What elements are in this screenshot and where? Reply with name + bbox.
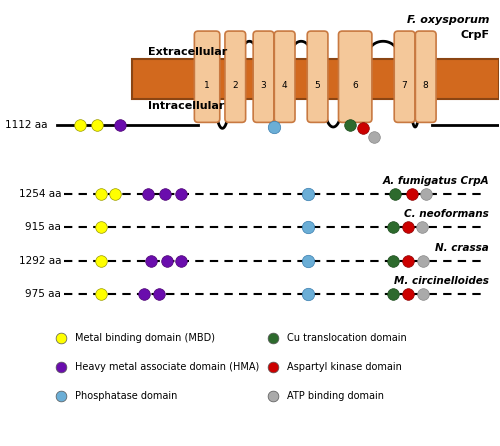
Point: [163, 257, 171, 264]
Text: N. crassa: N. crassa: [436, 243, 489, 253]
Text: Cu translocation domain: Cu translocation domain: [287, 333, 407, 343]
Point: [116, 122, 124, 129]
Point: [389, 257, 397, 264]
Point: [177, 190, 185, 198]
Text: A. fumigatus CrpA: A. fumigatus CrpA: [382, 176, 489, 186]
Text: 915 aa: 915 aa: [26, 223, 62, 232]
FancyBboxPatch shape: [194, 31, 220, 122]
Point: [161, 190, 169, 198]
Point: [112, 190, 120, 198]
Text: 5: 5: [314, 81, 320, 90]
Point: [404, 224, 412, 231]
Text: ATP binding domain: ATP binding domain: [287, 391, 384, 401]
Text: 6: 6: [352, 81, 358, 90]
Point: [269, 392, 277, 400]
Point: [420, 290, 428, 297]
Point: [76, 122, 84, 129]
Text: 2: 2: [232, 81, 238, 90]
Point: [270, 124, 278, 131]
FancyBboxPatch shape: [307, 31, 328, 122]
Text: 1254 aa: 1254 aa: [19, 189, 61, 199]
Point: [346, 122, 354, 129]
Point: [269, 334, 277, 342]
Point: [177, 257, 185, 264]
Text: 7: 7: [402, 81, 407, 90]
Point: [58, 334, 66, 342]
Text: 8: 8: [423, 81, 428, 90]
Point: [418, 224, 426, 231]
Point: [304, 257, 312, 264]
Text: 1292 aa: 1292 aa: [19, 256, 61, 266]
Point: [58, 363, 66, 371]
Text: 975 aa: 975 aa: [26, 289, 62, 299]
FancyBboxPatch shape: [274, 31, 295, 122]
FancyBboxPatch shape: [225, 31, 246, 122]
FancyBboxPatch shape: [132, 59, 498, 99]
Text: Intracellular: Intracellular: [148, 101, 224, 111]
FancyBboxPatch shape: [338, 31, 372, 122]
Point: [98, 224, 106, 231]
Point: [389, 224, 397, 231]
Text: Phosphatase domain: Phosphatase domain: [76, 391, 178, 401]
Point: [144, 190, 152, 198]
Text: 4: 4: [282, 81, 288, 90]
Point: [98, 257, 106, 264]
Point: [304, 290, 312, 297]
Point: [422, 190, 430, 198]
Point: [420, 257, 428, 264]
Point: [370, 134, 378, 141]
Text: Aspartyl kinase domain: Aspartyl kinase domain: [287, 362, 402, 372]
Point: [408, 190, 416, 198]
FancyBboxPatch shape: [253, 31, 274, 122]
Text: Heavy metal associate domain (HMA): Heavy metal associate domain (HMA): [76, 362, 260, 372]
FancyBboxPatch shape: [416, 31, 436, 122]
Text: Metal binding domain (MBD): Metal binding domain (MBD): [76, 333, 216, 343]
Text: C. neoformans: C. neoformans: [404, 210, 489, 219]
Point: [146, 257, 154, 264]
Point: [98, 290, 106, 297]
Point: [92, 122, 100, 129]
FancyBboxPatch shape: [394, 31, 415, 122]
Point: [155, 290, 163, 297]
Text: M. circinelloides: M. circinelloides: [394, 276, 489, 286]
Point: [58, 392, 66, 400]
Point: [391, 190, 399, 198]
Point: [404, 290, 412, 297]
Point: [304, 224, 312, 231]
Text: Extracellular: Extracellular: [148, 47, 228, 57]
Point: [359, 125, 367, 132]
Point: [140, 290, 147, 297]
Text: CrpF: CrpF: [460, 30, 489, 40]
Point: [269, 363, 277, 371]
Point: [389, 290, 397, 297]
Text: F. oxysporum: F. oxysporum: [406, 15, 489, 25]
Point: [404, 257, 412, 264]
Point: [98, 190, 106, 198]
Point: [304, 190, 312, 198]
Text: 1: 1: [204, 81, 210, 90]
Text: 1112 aa: 1112 aa: [4, 120, 47, 131]
Text: 3: 3: [260, 81, 266, 90]
